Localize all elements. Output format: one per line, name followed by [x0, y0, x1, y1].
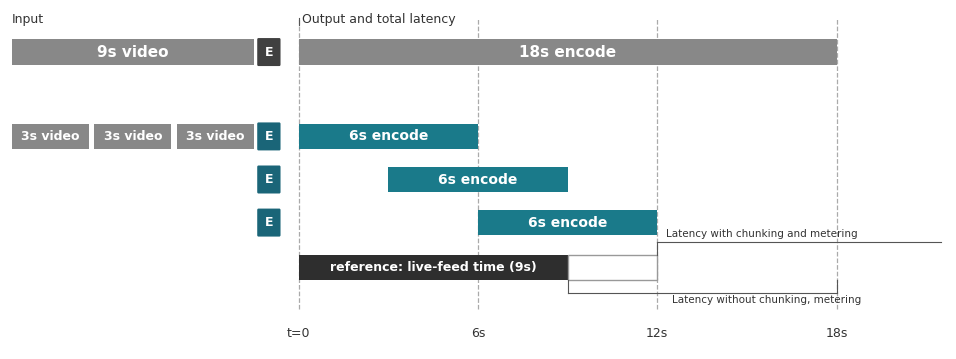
Text: 12s: 12s — [646, 327, 668, 340]
Text: 18s encode: 18s encode — [519, 45, 617, 60]
Bar — [478, 210, 657, 235]
Bar — [11, 39, 254, 65]
Text: 3s video: 3s video — [103, 130, 163, 143]
Bar — [298, 124, 478, 149]
Text: 6s encode: 6s encode — [349, 130, 428, 143]
Text: E: E — [265, 130, 273, 143]
FancyBboxPatch shape — [257, 209, 280, 237]
Text: 3s video: 3s video — [21, 130, 79, 143]
Bar — [95, 124, 171, 149]
Text: E: E — [265, 173, 273, 186]
Bar — [11, 124, 89, 149]
Text: 18s: 18s — [825, 327, 848, 340]
Text: E: E — [265, 46, 273, 59]
Bar — [298, 39, 836, 65]
Text: 6s: 6s — [470, 327, 486, 340]
Bar — [298, 255, 568, 280]
Text: Input: Input — [11, 13, 44, 26]
FancyBboxPatch shape — [257, 165, 280, 194]
Text: Output and total latency: Output and total latency — [302, 13, 455, 26]
FancyBboxPatch shape — [257, 38, 280, 66]
Bar — [568, 255, 657, 280]
Text: 9s video: 9s video — [98, 45, 168, 60]
Text: Latency with chunking and metering: Latency with chunking and metering — [666, 229, 858, 239]
FancyBboxPatch shape — [257, 122, 280, 150]
Text: E: E — [265, 216, 273, 229]
Text: 6s encode: 6s encode — [528, 216, 607, 229]
Text: Latency without chunking, metering: Latency without chunking, metering — [672, 295, 861, 306]
Bar — [388, 167, 568, 192]
Text: 6s encode: 6s encode — [438, 173, 518, 186]
Bar — [177, 124, 254, 149]
Text: 3s video: 3s video — [186, 130, 245, 143]
Text: reference: live-feed time (9s): reference: live-feed time (9s) — [330, 261, 536, 274]
Text: t=0: t=0 — [287, 327, 311, 340]
